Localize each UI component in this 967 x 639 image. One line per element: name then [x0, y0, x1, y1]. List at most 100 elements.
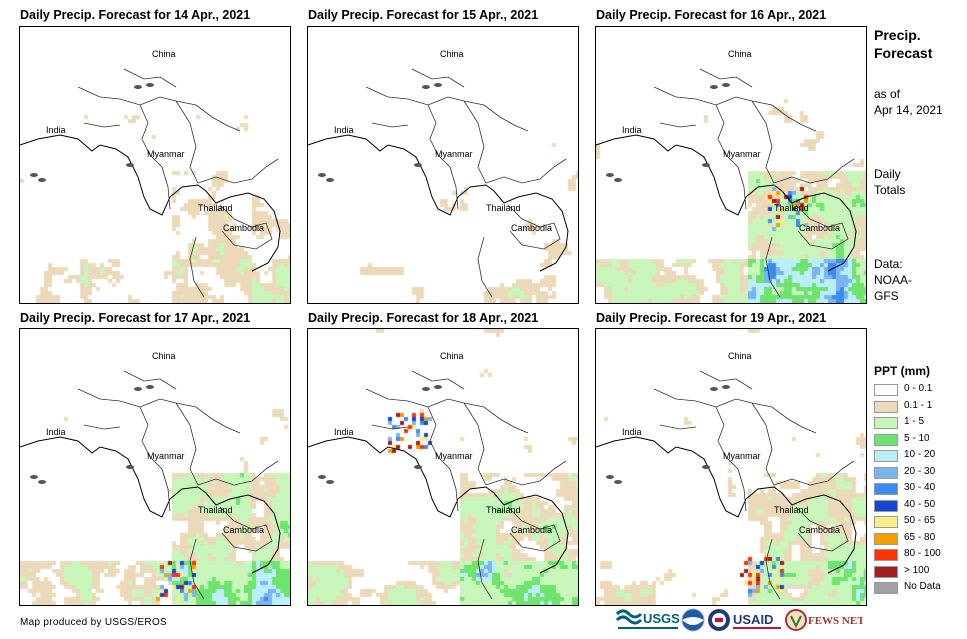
legend-label: 5 - 10 — [904, 432, 930, 444]
country-border — [715, 406, 747, 512]
water-body — [30, 173, 38, 177]
country-border — [219, 204, 273, 250]
precip-raster — [20, 27, 290, 303]
country-border — [773, 158, 855, 184]
country-border — [197, 460, 279, 486]
water-body — [702, 163, 710, 167]
country-border — [219, 506, 273, 552]
water-body — [30, 475, 38, 479]
map-label-myanmar: Myanmar — [147, 149, 185, 159]
agency-logos: USGS USAID FEWS NET — [615, 608, 863, 632]
country-border — [463, 402, 487, 486]
water-body — [414, 465, 422, 469]
panel-title-4: Daily Precip. Forecast for 17 Apr., 2021 — [20, 311, 251, 325]
as-of-label: as of — [874, 87, 901, 101]
data-source: Data: NOAA- GFS — [874, 256, 912, 304]
country-border — [123, 370, 177, 390]
country-border — [507, 506, 561, 552]
country-border — [773, 460, 855, 486]
water-body — [614, 480, 622, 484]
forecast-map-1: China India Myanmar Thailand Cambodia — [19, 26, 291, 304]
country-border — [485, 460, 567, 486]
country-border — [507, 204, 561, 250]
water-body — [318, 173, 326, 177]
water-body — [710, 387, 718, 391]
coastline — [308, 436, 569, 574]
side-title-line-1: Precip. — [874, 27, 921, 43]
data-line-2: NOAA- — [874, 273, 913, 287]
map-label-china: China — [152, 49, 176, 59]
country-border — [751, 100, 775, 184]
country-border — [699, 68, 753, 88]
water-body — [126, 465, 134, 469]
forecast-map-4: China India Myanmar Thailand Cambodia — [19, 328, 291, 606]
boundary-overlay — [20, 68, 281, 298]
country-border — [653, 388, 817, 434]
daily-line-1: Daily — [874, 167, 901, 181]
coastline — [596, 134, 857, 272]
map-label-thailand: Thailand — [198, 203, 233, 213]
boundary-overlay — [308, 68, 569, 298]
panel-title-1: Daily Precip. Forecast for 14 Apr., 2021 — [20, 8, 251, 22]
legend-swatch — [874, 384, 898, 396]
precip-raster — [308, 329, 578, 605]
water-body — [126, 163, 134, 167]
panel-title-2: Daily Precip. Forecast for 15 Apr., 2021 — [308, 8, 539, 22]
country-border — [83, 122, 121, 128]
country-border — [77, 388, 241, 434]
map-label-cambodia: Cambodia — [223, 525, 265, 535]
fewsnet-logo-text: FEWS NET — [808, 615, 863, 627]
legend-swatch — [874, 417, 898, 429]
country-border — [175, 100, 199, 184]
map-label-cambodia: Cambodia — [799, 525, 841, 535]
water-body — [722, 83, 730, 87]
water-body — [134, 387, 142, 391]
country-border — [765, 236, 781, 298]
legend-swatch — [874, 466, 898, 479]
precip-raster — [596, 27, 866, 303]
water-body — [422, 85, 430, 89]
legend-title: PPT (mm) — [874, 364, 931, 378]
country-border — [139, 104, 171, 210]
country-border — [123, 68, 177, 88]
legend-label: 65 - 80 — [904, 531, 936, 543]
forecast-map-2: China India Myanmar Thailand Cambodia — [307, 26, 579, 304]
data-line-3: GFS — [874, 289, 899, 303]
legend-swatch — [874, 582, 898, 594]
legend-swatch — [874, 565, 898, 578]
country-border — [83, 424, 121, 430]
map-label-india: India — [622, 125, 642, 135]
map-label-cambodia: Cambodia — [799, 223, 841, 233]
country-border — [427, 406, 459, 512]
map-label-india: India — [46, 125, 66, 135]
legend-swatch — [874, 532, 898, 545]
water-body — [606, 173, 614, 177]
boundary-overlay — [596, 370, 857, 600]
coastline — [20, 134, 281, 272]
map-label-myanmar: Myanmar — [435, 451, 473, 461]
map-label-china: China — [728, 351, 752, 361]
country-border — [411, 68, 465, 88]
coastline — [20, 436, 281, 574]
country-border — [365, 388, 529, 434]
map-label-china: China — [728, 49, 752, 59]
map-label-cambodia: Cambodia — [511, 525, 553, 535]
legend-swatch — [874, 499, 898, 512]
legend-label: 30 - 40 — [904, 482, 936, 493]
panel-title-5: Daily Precip. Forecast for 18 Apr., 2021 — [308, 311, 539, 325]
coastline — [596, 436, 857, 574]
map-label-india: India — [334, 427, 354, 437]
water-body — [434, 83, 442, 87]
map-label-myanmar: Myanmar — [147, 451, 185, 461]
map-label-myanmar: Myanmar — [723, 451, 761, 461]
legend-label: 80 - 100 — [904, 548, 941, 559]
panel-title-3: Daily Precip. Forecast for 16 Apr., 2021 — [596, 8, 827, 22]
water-body — [710, 85, 718, 89]
legend-swatch — [874, 483, 898, 495]
map-label-china: China — [440, 351, 464, 361]
water-body — [702, 465, 710, 469]
water-body — [326, 480, 334, 484]
country-border — [659, 122, 697, 128]
daily-line-2: Totals — [874, 183, 906, 197]
noaa-logo — [681, 608, 705, 632]
